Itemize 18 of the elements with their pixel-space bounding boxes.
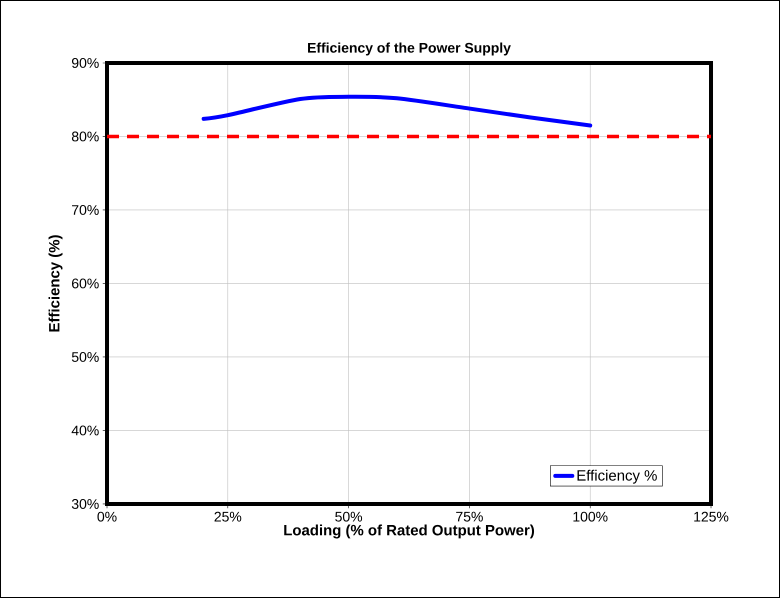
chart-title: Efficiency of the Power Supply <box>308 42 511 56</box>
y-tick-label: 60% <box>72 278 99 288</box>
x-axis-title: Loading (% of Rated Output Power) <box>284 524 534 538</box>
y-axis-title: Efficiency (%) <box>48 235 62 332</box>
line-series <box>202 94 592 128</box>
legend-label: Efficiency % <box>578 470 657 484</box>
y-tick-label: 30% <box>72 499 99 509</box>
y-tick-label: 90% <box>72 58 99 68</box>
y-tick-label: 70% <box>72 205 99 215</box>
x-tick-label: 50% <box>335 512 362 522</box>
x-tick-label: 75% <box>456 512 483 522</box>
y-tick-label: 50% <box>72 352 99 362</box>
x-tick-label: 100% <box>573 512 608 522</box>
x-tick-label: 0% <box>97 512 117 522</box>
x-tick-label: 125% <box>694 512 728 522</box>
y-tick-label: 40% <box>72 426 99 436</box>
x-tick-label: 25% <box>214 512 242 522</box>
y-tick-label: 80% <box>72 132 99 142</box>
